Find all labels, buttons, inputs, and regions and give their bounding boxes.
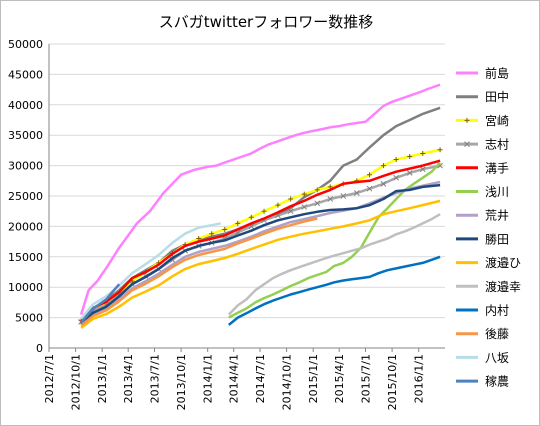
- series-line-1: [80, 106, 441, 325]
- legend-label-8: 渡邉ひ: [485, 255, 521, 270]
- point-marker: [314, 187, 320, 193]
- x-tick-label: 2015/1/1: [307, 354, 320, 403]
- y-tick-label: 25000: [8, 190, 43, 203]
- point-marker: [366, 185, 373, 192]
- x-tick-label: 2014/10/1: [281, 354, 294, 410]
- point-marker: [248, 214, 254, 220]
- point-marker: [380, 180, 387, 187]
- series-line-0: [79, 83, 441, 315]
- y-tick-label: 45000: [8, 68, 43, 81]
- x-tick-label: 2013/10/1: [175, 354, 188, 410]
- point-marker: [407, 153, 413, 159]
- point-marker: [393, 174, 400, 181]
- legend-label-9: 渡邉幸: [485, 279, 521, 294]
- point-marker: [419, 166, 426, 173]
- x-tick-label: 2014/4/1: [228, 354, 241, 403]
- point-marker: [287, 208, 294, 215]
- legend-label-12: 八坂: [485, 351, 509, 365]
- y-axis-ticks: 0 5000 10000 15000 20000 25000 30000 35000 40000…: [8, 38, 43, 355]
- legend-label-6: 荒井: [485, 209, 509, 223]
- legend-label-10: 内村: [485, 304, 509, 318]
- chart-title: スバガtwitterフォロワー数推移: [159, 13, 373, 31]
- x-tick-label: 2014/1/1: [202, 354, 215, 403]
- plot-area: [48, 44, 445, 349]
- legend-label-5: 浅川: [485, 185, 509, 199]
- point-marker: [301, 191, 307, 197]
- series-lines: [78, 83, 443, 329]
- legend-label-2: 宮崎: [485, 113, 509, 128]
- series-line-12: [80, 222, 221, 320]
- y-tick-label: 35000: [8, 129, 43, 142]
- point-marker: [380, 163, 386, 169]
- point-marker: [393, 157, 399, 163]
- x-tick-label: 2015/7/1: [360, 354, 373, 403]
- legend-label-0: 前島: [485, 66, 509, 81]
- legend-label-11: 後藤: [485, 327, 509, 341]
- series-line-8: [80, 199, 441, 329]
- x-tick-label: 2013/7/1: [149, 354, 162, 403]
- x-tick-label: 2013/1/1: [96, 354, 109, 403]
- series-line-7: [80, 183, 441, 325]
- y-tick-label: 30000: [8, 160, 43, 173]
- point-marker: [340, 193, 347, 199]
- legend-label-7: 勝田: [485, 231, 509, 246]
- point-marker: [196, 236, 202, 242]
- x-tick-label: 2014/7/1: [254, 354, 267, 403]
- point-marker: [327, 196, 334, 202]
- point-marker: [353, 190, 360, 196]
- x-tick-label: 2013/4/1: [122, 354, 135, 403]
- y-tick-label: 40000: [8, 99, 43, 112]
- point-marker: [209, 231, 215, 237]
- y-tick-label: 0: [36, 342, 43, 355]
- point-marker: [406, 170, 413, 176]
- series-line-2: [80, 148, 441, 322]
- point-marker: [235, 220, 241, 226]
- series-line-13: [80, 283, 121, 324]
- x-tick-label: 2016/1/1: [413, 354, 426, 403]
- series-line-10: [228, 255, 441, 326]
- legend-label-3: 志村: [485, 138, 509, 152]
- point-marker: [222, 226, 228, 232]
- series-line-9: [227, 213, 441, 316]
- point-marker: [314, 200, 321, 207]
- series-line-4: [80, 159, 441, 323]
- point-marker: [420, 150, 426, 156]
- point-marker: [275, 202, 281, 208]
- point-marker: [288, 196, 294, 202]
- y-tick-label: 15000: [8, 251, 43, 264]
- x-tick-label: 2015/4/1: [333, 354, 346, 403]
- y-tick-label: 50000: [8, 38, 43, 51]
- x-tick-label: 2012/7/1: [43, 354, 56, 403]
- x-axis-ticks: 2012/7/1 2012/10/1 2013/1/1 2013/4/1 2013/7/…: [43, 348, 426, 410]
- y-tick-label: 20000: [8, 220, 43, 233]
- series-line-11: [80, 217, 318, 327]
- legend-label-4: 溝手: [485, 161, 509, 175]
- x-tick-label: 2015/10/1: [386, 354, 399, 410]
- point-marker: [437, 147, 443, 153]
- point-marker: [301, 204, 308, 210]
- legend-marker: [464, 117, 470, 123]
- legend-label-13: 稼農: [485, 374, 509, 389]
- series-line-6: [80, 180, 441, 326]
- point-marker: [261, 208, 267, 214]
- point-marker: [367, 172, 373, 178]
- x-tick-label: 2012/10/1: [70, 354, 83, 410]
- legend-label-1: 田中: [485, 89, 509, 104]
- y-tick-label: 10000: [8, 281, 43, 294]
- y-tick-label: 5000: [15, 312, 43, 325]
- legend-marker: [464, 141, 470, 147]
